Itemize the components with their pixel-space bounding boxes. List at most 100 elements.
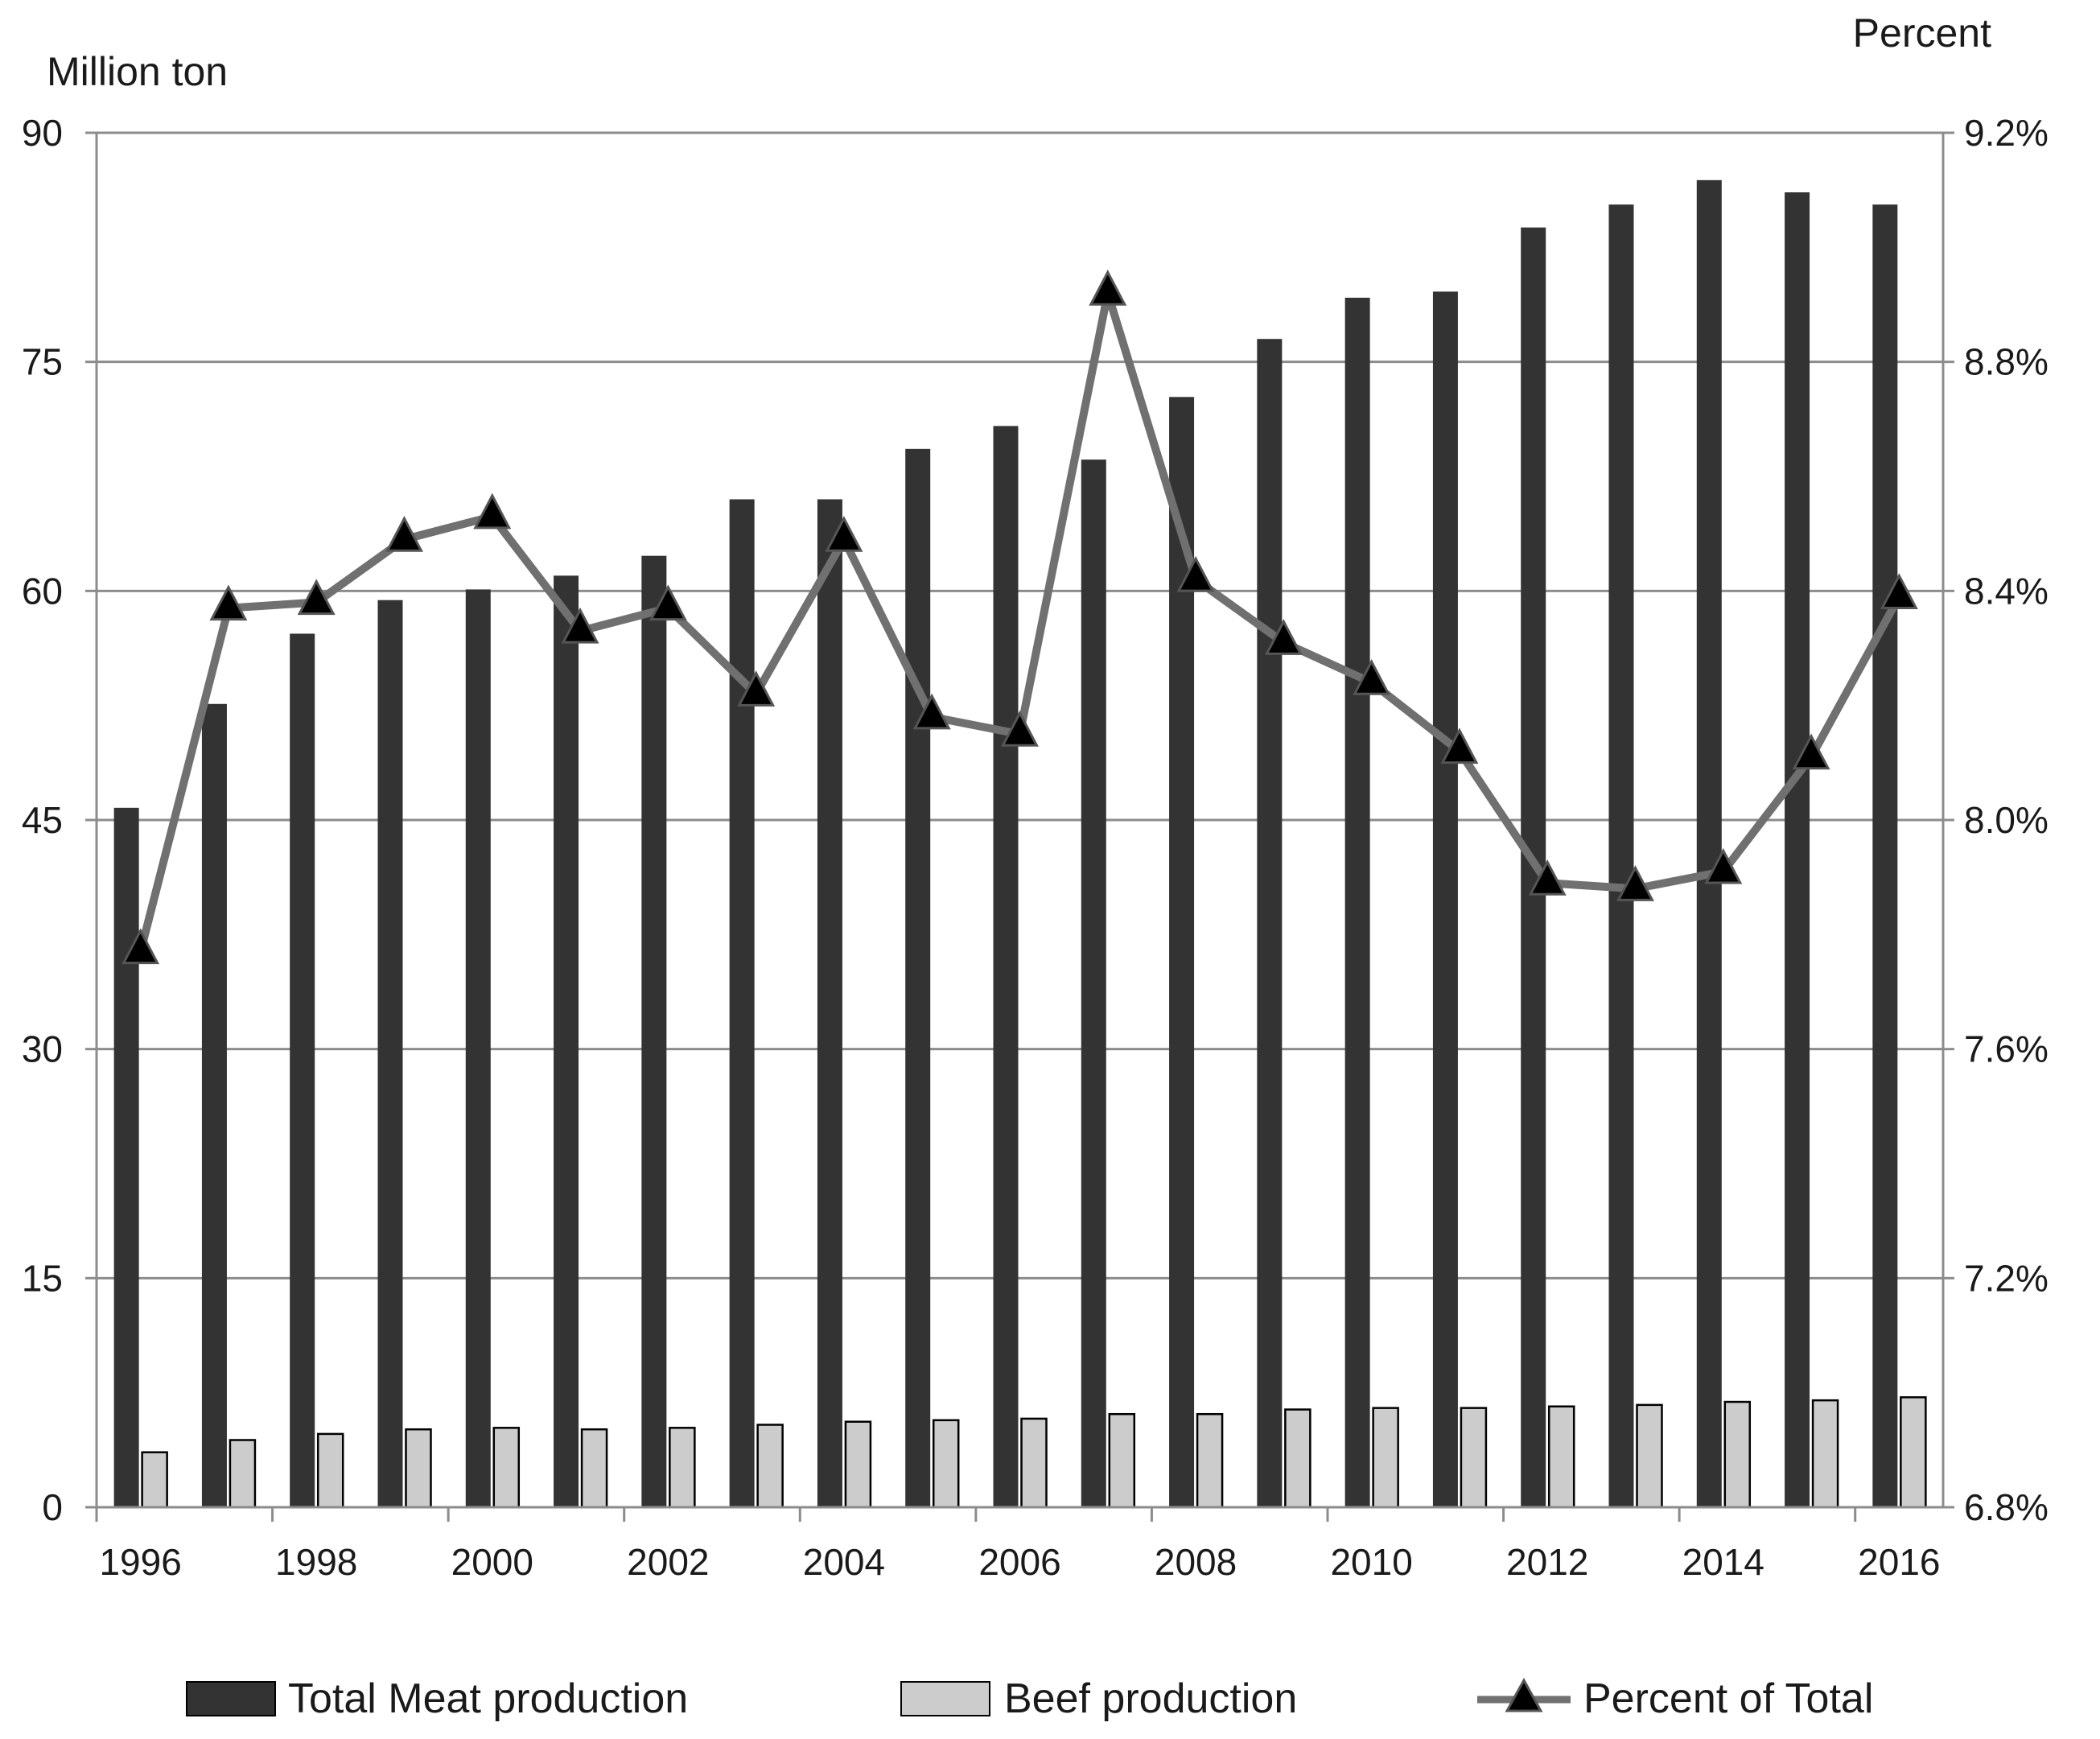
percent-marker bbox=[649, 584, 687, 621]
right-tick-label: 8.0% bbox=[1964, 799, 2049, 841]
tick-labels: 0 15 30 45 60 75 90 6.8% 7.2% 7.6% 8.0% 8.4% 8.8% 9.2… bbox=[22, 112, 2049, 1583]
bar-total-meat bbox=[1081, 459, 1106, 1507]
bar-beef bbox=[932, 1419, 960, 1509]
left-tick-label: 45 bbox=[22, 799, 63, 841]
left-tick-label: 75 bbox=[22, 341, 63, 383]
x-tick-label: 1996 bbox=[99, 1541, 181, 1583]
right-axis-title: Percent bbox=[1853, 10, 1991, 56]
percent-marker bbox=[1880, 573, 1918, 609]
percent-marker bbox=[1704, 847, 1743, 884]
bar-beef bbox=[229, 1439, 257, 1509]
percent-marker bbox=[121, 928, 160, 965]
bar-total-meat bbox=[993, 426, 1019, 1508]
percent-marker bbox=[561, 607, 599, 644]
axes bbox=[85, 131, 1954, 1522]
bar-beef bbox=[756, 1424, 784, 1509]
bar-total-meat bbox=[817, 499, 842, 1507]
bar-beef bbox=[580, 1428, 608, 1509]
legend-label-percent: Percent of Total bbox=[1583, 1675, 1873, 1722]
gridlines bbox=[97, 131, 1943, 1280]
bar-beef bbox=[141, 1451, 168, 1509]
right-tick-label: 8.4% bbox=[1964, 570, 2049, 612]
bar-beef bbox=[1372, 1407, 1399, 1509]
bar-total-meat bbox=[641, 555, 667, 1507]
left-tick-label: 90 bbox=[22, 112, 63, 154]
right-tick-label: 9.2% bbox=[1964, 112, 2049, 154]
legend-swatch-total-meat bbox=[186, 1681, 276, 1716]
bar-total-meat bbox=[1785, 192, 1810, 1508]
legend: Total Meat production Beef production Pe… bbox=[186, 1675, 1873, 1722]
legend-marker-percent bbox=[1505, 1677, 1543, 1712]
bar-beef bbox=[1723, 1400, 1752, 1509]
x-tick-label: 2000 bbox=[451, 1541, 533, 1583]
percent-marker bbox=[385, 516, 423, 552]
percent-marker bbox=[1089, 270, 1127, 306]
bar-beef bbox=[1900, 1396, 1927, 1509]
bar-total-meat bbox=[465, 589, 491, 1507]
bars bbox=[113, 179, 1927, 1509]
right-tick-label: 7.2% bbox=[1964, 1257, 2049, 1299]
x-tick-label: 2008 bbox=[1155, 1541, 1237, 1583]
bar-total-meat bbox=[905, 448, 931, 1507]
bar-beef bbox=[1196, 1412, 1224, 1509]
left-tick-label: 0 bbox=[42, 1486, 63, 1528]
bar-beef bbox=[1460, 1407, 1488, 1509]
bar-total-meat bbox=[1872, 204, 1898, 1507]
x-tick-label: 1998 bbox=[275, 1541, 357, 1583]
legend-label-total-meat: Total Meat production bbox=[288, 1675, 688, 1722]
percent-line bbox=[121, 270, 1918, 965]
bar-total-meat bbox=[377, 600, 403, 1507]
right-tick-label: 7.6% bbox=[1964, 1028, 2049, 1070]
percent-line-path bbox=[136, 289, 1903, 953]
bar-total-meat bbox=[1432, 291, 1458, 1507]
percent-marker bbox=[209, 584, 248, 621]
bar-beef bbox=[669, 1427, 696, 1509]
bar-total-meat bbox=[1608, 204, 1634, 1507]
percent-marker bbox=[473, 492, 512, 530]
bar-total-meat bbox=[1257, 339, 1283, 1508]
bar-beef bbox=[492, 1427, 521, 1509]
bar-beef bbox=[1811, 1399, 1839, 1509]
x-tick-label: 2004 bbox=[803, 1541, 885, 1583]
percent-marker bbox=[1440, 727, 1479, 764]
percent-marker bbox=[1528, 859, 1567, 896]
bar-beef bbox=[1108, 1412, 1136, 1509]
left-tick-label: 30 bbox=[22, 1028, 63, 1070]
left-axis-title: Million ton bbox=[47, 49, 228, 94]
x-tick-label: 2002 bbox=[627, 1541, 709, 1583]
right-tick-label: 6.8% bbox=[1964, 1486, 2049, 1528]
percent-marker bbox=[1616, 865, 1654, 901]
percent-marker bbox=[1353, 658, 1391, 695]
x-tick-label: 2016 bbox=[1858, 1541, 1940, 1583]
bar-total-meat bbox=[113, 807, 139, 1507]
x-tick-label: 2014 bbox=[1682, 1541, 1764, 1583]
bar-total-meat bbox=[1344, 297, 1370, 1508]
x-tick-label: 2010 bbox=[1330, 1541, 1412, 1583]
x-tick-label: 2012 bbox=[1506, 1541, 1588, 1583]
percent-marker bbox=[1001, 711, 1039, 747]
bar-beef bbox=[1636, 1403, 1663, 1509]
legend-label-beef: Beef production bbox=[1004, 1675, 1297, 1722]
bar-total-meat bbox=[1696, 179, 1722, 1508]
bar-beef bbox=[1284, 1408, 1311, 1509]
bar-total-meat bbox=[290, 633, 315, 1507]
bar-beef bbox=[405, 1428, 432, 1509]
bar-beef bbox=[316, 1432, 344, 1509]
percent-marker bbox=[1176, 555, 1215, 592]
percent-marker bbox=[912, 693, 951, 730]
right-tick-label: 8.8% bbox=[1964, 341, 2049, 383]
bar-total-meat bbox=[729, 499, 755, 1507]
bar-beef bbox=[844, 1420, 872, 1509]
percent-marker bbox=[1792, 733, 1830, 770]
percent-marker bbox=[297, 579, 336, 616]
percent-marker bbox=[1264, 619, 1303, 655]
left-tick-label: 60 bbox=[22, 570, 63, 612]
bar-beef bbox=[1020, 1417, 1048, 1509]
percent-marker bbox=[737, 670, 776, 707]
x-tick-label: 2006 bbox=[978, 1541, 1060, 1583]
left-tick-label: 15 bbox=[22, 1257, 63, 1299]
bar-total-meat bbox=[201, 703, 227, 1507]
percent-marker bbox=[825, 516, 863, 552]
